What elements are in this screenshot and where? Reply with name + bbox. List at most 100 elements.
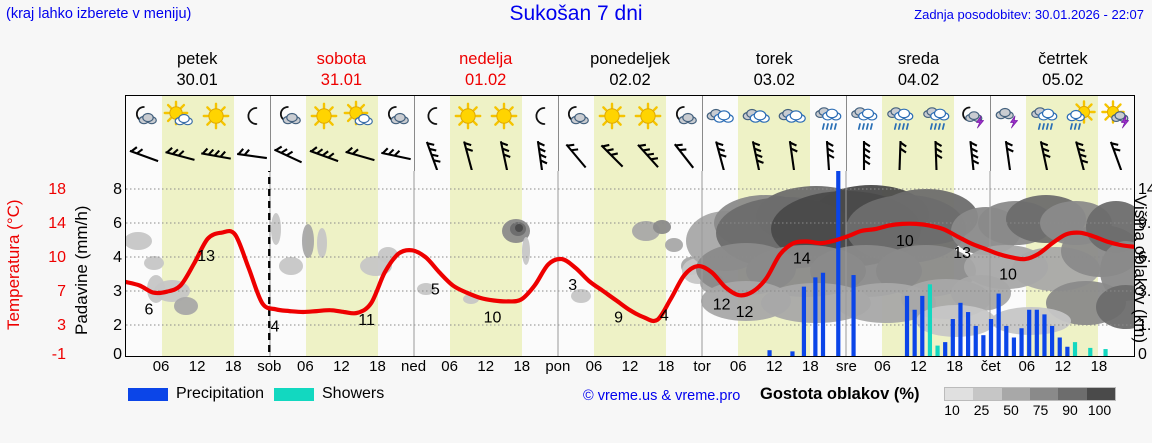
precipitation-bar bbox=[813, 277, 818, 356]
weather-icon-moon bbox=[247, 107, 258, 125]
weather-icon-cloud bbox=[742, 108, 770, 123]
day-separator bbox=[414, 136, 415, 171]
precipitation-bar bbox=[820, 272, 826, 356]
wind-barb-icon bbox=[425, 141, 441, 170]
x-axis-label-3: sob bbox=[257, 358, 282, 375]
precipitation-bar bbox=[790, 351, 795, 356]
weather-icon-cell-22 bbox=[918, 96, 954, 136]
weather-icon-sun bbox=[598, 102, 626, 130]
weather-icon-cell-17 bbox=[738, 96, 774, 136]
day-name: petek bbox=[176, 50, 218, 68]
cloud-tick-4: 1.5 bbox=[1138, 317, 1152, 334]
day-header-1: sobota 31.01 bbox=[269, 48, 413, 92]
wind-barb-cell-11 bbox=[522, 136, 558, 171]
x-axis-label-10: 18 bbox=[513, 358, 531, 375]
weather-icon-cell-12 bbox=[558, 96, 594, 136]
precipitation-bar bbox=[1042, 314, 1047, 356]
cloud-density-step-2 bbox=[1001, 388, 1030, 400]
weather-icon-sun bbox=[634, 102, 662, 130]
precipitation-bar bbox=[1011, 337, 1017, 356]
weather-icon-moon-cloud bbox=[675, 106, 697, 125]
weather-icon-cell-7 bbox=[378, 96, 414, 136]
day-separator bbox=[270, 136, 271, 171]
cloud-density-step-4 bbox=[1058, 388, 1087, 400]
weather-icon-cloud-rain bbox=[1031, 107, 1058, 130]
precipitation-bar bbox=[1019, 328, 1024, 356]
x-axis-label-9: 12 bbox=[477, 358, 495, 375]
precipitation-bar bbox=[836, 171, 841, 356]
wind-barb-icon bbox=[1039, 141, 1051, 170]
precipitation-tick-1: 6 bbox=[113, 215, 122, 232]
precipitation-bar bbox=[950, 319, 955, 356]
graph-area: 6 13 4 11 5 10 3 9 4 12 12 14 10 13 10 bbox=[126, 171, 1134, 356]
day-date: 05.02 bbox=[1042, 71, 1084, 89]
temperature-value-label: 14 bbox=[793, 250, 811, 267]
showers-bar bbox=[1088, 347, 1093, 356]
graph-svg: 6 13 4 11 5 10 3 9 4 12 12 14 10 13 10 bbox=[126, 171, 1134, 356]
x-axis-label-1: 12 bbox=[188, 358, 206, 375]
weather-icon-cell-20 bbox=[846, 96, 882, 136]
wind-barb-cell-18 bbox=[774, 136, 810, 171]
day-separator bbox=[846, 136, 847, 171]
day-date: 02.02 bbox=[609, 71, 651, 89]
day-separator bbox=[414, 96, 415, 136]
wind-barb-cell-2 bbox=[198, 136, 234, 171]
precipitation-bar bbox=[981, 335, 986, 356]
location-menu-note[interactable]: (kraj lahko izberete v meniju) bbox=[6, 6, 192, 22]
weather-icon-sun bbox=[202, 102, 230, 130]
precipitation-bar bbox=[801, 286, 807, 356]
x-axis-label-16: 06 bbox=[729, 358, 747, 375]
day-date: 31.01 bbox=[320, 71, 363, 89]
wind-barb-icon bbox=[273, 145, 303, 164]
temperature-tick-3: 7 bbox=[57, 283, 66, 300]
weather-icon-cell-24 bbox=[990, 96, 1026, 136]
wind-barb-cell-5 bbox=[306, 136, 342, 171]
weather-icon-cell-3 bbox=[234, 96, 270, 136]
x-axis-label-25: 12 bbox=[1054, 358, 1072, 375]
weather-icon-cell-23 bbox=[954, 96, 990, 136]
day-separator bbox=[558, 96, 559, 136]
temperature-tick-5: -1 bbox=[51, 346, 66, 363]
day-header-4: torek 03.02 bbox=[702, 48, 846, 92]
precipitation-bar bbox=[851, 275, 856, 356]
precipitation-bar bbox=[1027, 309, 1032, 356]
wind-barb-icon bbox=[165, 147, 195, 161]
x-axis-label-4: 06 bbox=[297, 358, 314, 375]
temperature-value-label: 12 bbox=[713, 296, 731, 313]
temperature-axis-title: Temperatura (°C) bbox=[4, 199, 23, 331]
wind-barb-cell-1 bbox=[162, 136, 198, 171]
wind-barb-icon bbox=[381, 147, 411, 161]
day-name: ponedeljek bbox=[590, 50, 670, 68]
cloud-tick-1: 9.0 bbox=[1138, 215, 1152, 232]
day-header-0: petek 30.01 bbox=[125, 48, 269, 92]
day-separator bbox=[990, 96, 991, 136]
wind-barb-cell-13 bbox=[594, 136, 630, 171]
weather-icon-cell-2 bbox=[198, 96, 234, 136]
wind-barb-icon bbox=[715, 141, 727, 170]
cloud-density-step-1 bbox=[973, 388, 1002, 400]
weather-icon-cell-0 bbox=[126, 96, 162, 136]
temperature-value-label: 4 bbox=[660, 308, 669, 325]
x-axis-label-24: 06 bbox=[1018, 358, 1036, 375]
temperature-value-label: 10 bbox=[484, 310, 502, 327]
wind-barb-cell-8 bbox=[414, 136, 450, 171]
x-axis-label-13: 12 bbox=[621, 358, 639, 375]
precipitation-bar bbox=[1004, 325, 1009, 356]
weather-icon-cloud bbox=[706, 108, 734, 123]
weather-icon-cell-5 bbox=[306, 96, 342, 136]
precipitation-bar bbox=[973, 325, 978, 356]
wind-barb-cell-16 bbox=[702, 136, 738, 171]
precipitation-axis-ticks: 8 6 4 3 2 0 bbox=[98, 160, 122, 365]
wind-barb-icon bbox=[969, 140, 980, 170]
weather-icon-sun bbox=[310, 102, 338, 130]
wind-barb-icon bbox=[673, 143, 695, 169]
wind-barb-cell-14 bbox=[630, 136, 666, 171]
precipitation-bar bbox=[920, 295, 925, 356]
weather-icon-cell-13 bbox=[594, 96, 630, 136]
temperature-value-label: 12 bbox=[736, 304, 754, 321]
copyright-link[interactable]: © vreme.us & vreme.pro bbox=[583, 388, 741, 404]
page-title: Sukošan 7 dni bbox=[509, 2, 643, 25]
temperature-tick-1: 14 bbox=[48, 215, 66, 232]
wind-barb-icon bbox=[499, 141, 511, 170]
weather-icon-cell-18 bbox=[774, 96, 810, 136]
